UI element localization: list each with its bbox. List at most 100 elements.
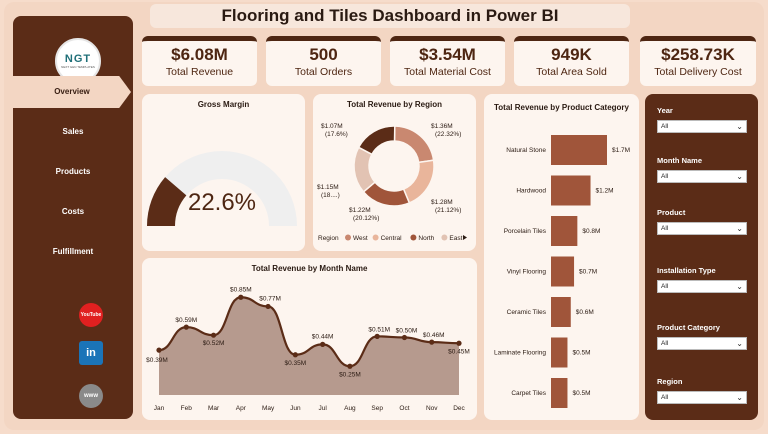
bar[interactable] xyxy=(551,216,578,246)
kpi-value: 500 xyxy=(309,45,338,64)
youtube-label: YouTube xyxy=(80,312,102,318)
donut-label: $1.28M xyxy=(431,199,453,206)
data-label: $0.25M xyxy=(339,371,361,378)
donut-label: $1.15M xyxy=(317,184,339,191)
bar[interactable] xyxy=(551,297,571,327)
data-point[interactable] xyxy=(347,363,353,369)
data-label: $0.6M xyxy=(576,309,594,316)
bar[interactable] xyxy=(551,378,568,408)
monthly-revenue-card: Total Revenue by Month Name $0.39M Jan $0.… xyxy=(142,258,477,420)
area-chart-title: Total Revenue by Month Name xyxy=(251,264,368,273)
kpi-total-delivery-cost: $258.73K Total Delivery Cost xyxy=(640,36,756,86)
nav-item-costs[interactable]: Costs xyxy=(61,207,85,216)
y-tick-label: Vinyl Flooring xyxy=(507,269,547,276)
data-point[interactable] xyxy=(456,340,462,346)
donut-label: $1.22M xyxy=(349,207,371,214)
bar[interactable] xyxy=(551,256,575,287)
page-title: Flooring and Tiles Dashboard in Power BI xyxy=(150,4,630,28)
donut-slice-south[interactable] xyxy=(357,125,396,156)
donut-pct: (18....) xyxy=(321,192,340,199)
data-label: $0.45M xyxy=(448,348,470,355)
data-point[interactable] xyxy=(292,352,298,358)
donut-pct: (20.12%) xyxy=(353,215,379,222)
donut-label: $1.36M xyxy=(431,123,453,130)
x-tick-label: May xyxy=(262,405,275,412)
area-chart: $0.39M Jan $0.59M Feb $0.52M Mar $0.85M Apr $0.7… xyxy=(146,286,470,412)
legend-swatch xyxy=(441,234,448,241)
filter-panel: Year All ⌄ Month Name All ⌄ Product All ⌄ I… xyxy=(645,94,758,420)
data-point[interactable] xyxy=(401,334,408,341)
region-select-value: All xyxy=(661,394,669,401)
x-tick-label: Jun xyxy=(290,405,301,412)
filter-label-month: Month Name xyxy=(657,156,702,165)
bar[interactable] xyxy=(551,337,568,368)
product-select[interactable]: All ⌄ xyxy=(657,222,747,235)
gauge-value: 22.6% xyxy=(188,189,256,216)
website-label: www xyxy=(83,393,98,399)
filter-label-product: Product xyxy=(657,208,686,217)
filter-label-installation: Installation Type xyxy=(657,266,716,275)
category-select[interactable]: All ⌄ xyxy=(657,337,747,350)
data-point[interactable] xyxy=(265,303,271,310)
donut-title: Total Revenue by Region xyxy=(347,100,442,109)
data-label: $0.39M xyxy=(146,357,168,364)
category-select-value: All xyxy=(661,340,669,347)
donut-slice-west[interactable] xyxy=(393,125,435,164)
gauge-fill xyxy=(147,177,187,226)
legend-next-icon[interactable] xyxy=(463,235,467,240)
bar[interactable] xyxy=(551,135,607,165)
y-tick-label: Ceramic Tiles xyxy=(507,309,547,316)
product-select-value: All xyxy=(661,225,669,232)
data-point[interactable] xyxy=(183,324,189,330)
x-tick-label: Oct xyxy=(399,405,409,412)
kpi-value: $3.54M xyxy=(419,45,476,64)
kpi-value: $258.73K xyxy=(661,45,735,64)
region-select[interactable]: All ⌄ xyxy=(657,391,747,404)
year-select[interactable]: All ⌄ xyxy=(657,120,747,133)
data-label: $0.59M xyxy=(175,317,197,324)
chevron-down-icon: ⌄ xyxy=(736,224,743,233)
data-point[interactable] xyxy=(429,339,435,345)
x-tick-label: Feb xyxy=(181,405,193,412)
data-point[interactable] xyxy=(374,333,380,339)
gauge-track xyxy=(147,151,297,226)
nav-item-products[interactable]: Products xyxy=(55,167,91,176)
legend-swatch xyxy=(345,234,351,241)
donut-chart: $1.36M(22.32%) $1.28M(21.12%) $1.22M(20.12… xyxy=(317,123,467,242)
linkedin-icon[interactable]: in xyxy=(79,341,103,365)
data-point[interactable] xyxy=(320,341,326,347)
linkedin-label: in xyxy=(86,347,96,359)
donut-slice-central[interactable] xyxy=(402,159,435,204)
donut-legend-title: Region xyxy=(318,235,339,242)
x-tick-label: Nov xyxy=(426,405,438,412)
filter-label-category: Product Category xyxy=(657,323,720,332)
data-label: $0.77M xyxy=(259,295,281,302)
legend-swatch xyxy=(410,234,417,241)
data-point[interactable] xyxy=(238,294,244,300)
kpi-value: 949K xyxy=(551,45,592,64)
website-icon[interactable]: www xyxy=(79,384,103,408)
data-point[interactable] xyxy=(210,332,217,338)
legend-item: Central xyxy=(381,235,403,242)
kpi-label: Total Orders xyxy=(294,66,353,78)
y-tick-label: Carpet Tiles xyxy=(511,390,546,397)
month-select-value: All xyxy=(661,173,669,180)
nav-item-fulfillment[interactable]: Fulfillment xyxy=(52,247,94,256)
data-label: $0.51M xyxy=(368,326,390,333)
gross-margin-card: Gross Margin 22.6% xyxy=(142,94,305,251)
month-select[interactable]: All ⌄ xyxy=(657,170,747,183)
nav-item-sales[interactable]: Sales xyxy=(62,127,84,136)
data-label: $0.35M xyxy=(285,360,307,367)
youtube-icon[interactable]: YouTube xyxy=(79,303,103,327)
nav-item-overview[interactable]: Overview xyxy=(13,76,131,108)
x-tick-label: Apr xyxy=(236,405,247,412)
data-point[interactable] xyxy=(156,347,162,353)
data-label: $0.50M xyxy=(396,328,418,335)
kpi-total-area-sold: 949K Total Area Sold xyxy=(514,36,629,86)
logo-subtext: NEXT GEN TEMPLATES xyxy=(61,65,95,69)
data-label: $0.7M xyxy=(579,269,597,276)
legend-item: North xyxy=(418,235,434,242)
x-tick-label: Jan xyxy=(154,405,165,412)
bar[interactable] xyxy=(551,175,591,206)
installation-select[interactable]: All ⌄ xyxy=(657,280,747,293)
